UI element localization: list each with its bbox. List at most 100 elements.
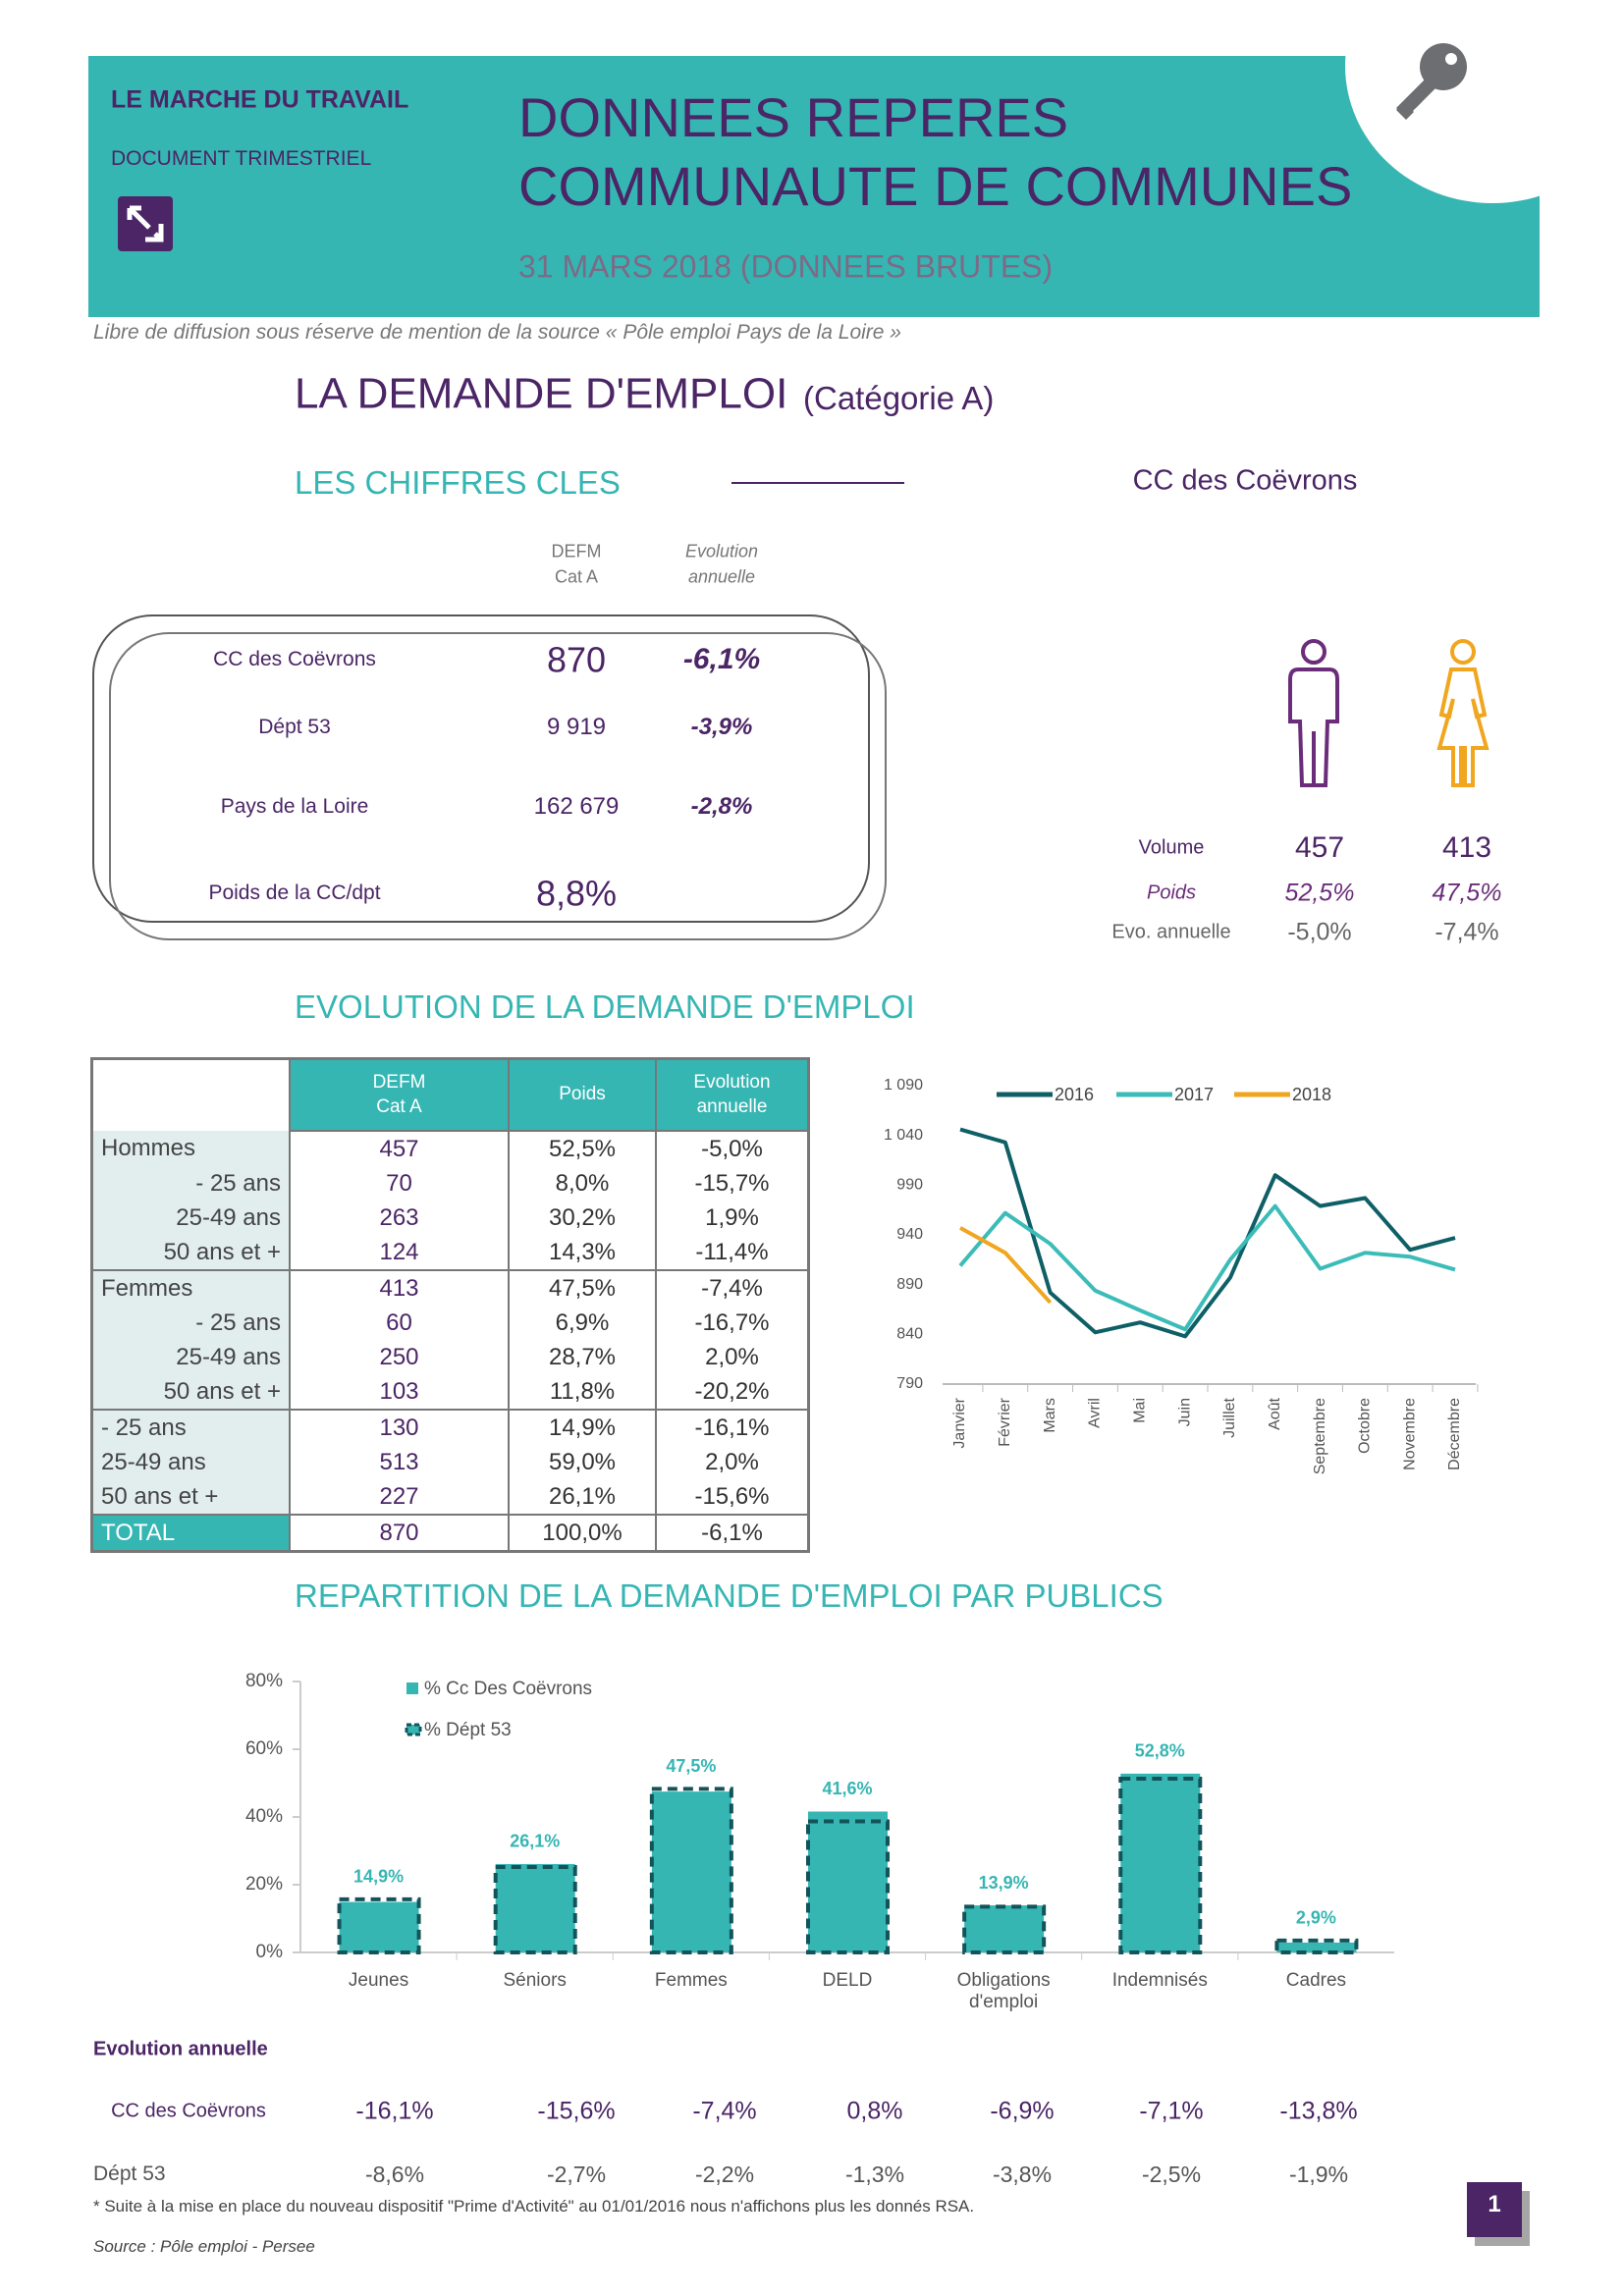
y-tick-label: 940 <box>896 1226 923 1243</box>
evolution-value: -2,5% <box>1141 2161 1202 2187</box>
row-label: 25-49 ans <box>90 1340 291 1374</box>
x-tick-label: Janvier <box>951 1397 968 1448</box>
key-icon <box>1396 43 1467 120</box>
evolution-value: -7,1% <box>1139 2097 1204 2125</box>
row-label: 50 ans et + <box>90 1374 291 1411</box>
section-title: LA DEMANDE D'EMPLOI <box>295 369 788 418</box>
x-tick-label: Obligations d'emploi <box>956 1970 1051 2012</box>
y-tick-label: 840 <box>896 1326 923 1343</box>
cell: 413 <box>289 1270 510 1306</box>
cell: 8,0% <box>508 1166 657 1201</box>
cell: 130 <box>289 1410 510 1445</box>
x-tick-label: Séniors <box>503 1970 567 1991</box>
cell: 1,9% <box>655 1201 810 1235</box>
evolution-value: -1,3% <box>844 2161 905 2187</box>
row-label: Dépt 53 <box>93 2162 166 2185</box>
cell: 14,3% <box>508 1235 657 1271</box>
line-series <box>959 1226 1053 1305</box>
table-row: - 25 ans 70 8,0% -15,7% <box>90 1166 810 1201</box>
cell: 2,0% <box>655 1340 810 1374</box>
value-label: 13,9% <box>979 1873 1029 1893</box>
x-tick-label: Avril <box>1087 1398 1104 1428</box>
row-evolution: -3,9% <box>690 714 753 741</box>
value-label: 52,8% <box>1135 1741 1185 1761</box>
x-tick-label: Octobre <box>1357 1398 1374 1454</box>
col-header: annuelle <box>687 566 756 587</box>
table-row: - 25 ans 130 14,9% -16,1% <box>90 1410 810 1445</box>
x-tick-label: Décembre <box>1446 1398 1463 1470</box>
y-tick-label: 20% <box>245 1874 283 1895</box>
evolution-table: DEFM Cat A Poids Evolution annuelle Hommes 457… <box>90 1057 810 1553</box>
woman-icon <box>1436 639 1489 787</box>
row-label: 25-49 ans <box>90 1201 291 1235</box>
row-label: 25-49 ans <box>90 1445 291 1479</box>
cell: 2,0% <box>655 1445 810 1479</box>
page-number-box <box>1467 2182 1522 2237</box>
cell: 124 <box>289 1235 510 1271</box>
y-tick-label: 990 <box>896 1177 923 1194</box>
women-value: -7,4% <box>1435 918 1499 946</box>
cell: 457 <box>289 1131 510 1166</box>
cell: 30,2% <box>508 1201 657 1235</box>
logo <box>118 196 173 251</box>
legend-swatch <box>405 1723 422 1736</box>
table-row: - 25 ans 60 6,9% -16,7% <box>90 1306 810 1340</box>
row-label: Pays de la Loire <box>220 794 369 818</box>
area-name: CC des Coëvrons <box>1132 464 1358 497</box>
x-tick-label: Jeunes <box>348 1970 409 1991</box>
bar-outline <box>493 1865 577 1955</box>
x-tick-label: Mars <box>1042 1398 1058 1433</box>
y-tick-label: 60% <box>245 1738 283 1759</box>
evolution-value: -15,6% <box>537 2097 616 2125</box>
bar-outline <box>649 1787 733 1954</box>
x-tick-label: Septembre <box>1312 1398 1328 1474</box>
row-label: CC des Coëvrons <box>111 2100 266 2122</box>
row-value: 870 <box>546 639 607 680</box>
key-box-shadow <box>109 632 887 940</box>
value-label: 26,1% <box>510 1832 560 1851</box>
x-tick-label: Indemnisés <box>1111 1970 1208 1991</box>
evolution-value: 0,8% <box>846 2097 903 2125</box>
x-tick-label: Juillet <box>1221 1397 1238 1437</box>
legend-label: 2018 <box>1292 1085 1331 1104</box>
row-label: Hommes <box>90 1131 291 1166</box>
header-row: DEFM Cat A Poids Evolution annuelle <box>92 1057 810 1132</box>
source: Source : Pôle emploi - Persee <box>93 2237 315 2257</box>
header-band <box>88 56 1540 317</box>
table-row: 25-49 ans 250 28,7% 2,0% <box>90 1340 810 1374</box>
x-tick-label: Juin <box>1176 1398 1193 1426</box>
cell: -5,0% <box>655 1131 810 1166</box>
row-label: - 25 ans <box>90 1306 291 1340</box>
bar-outline <box>962 1904 1047 1955</box>
legend-label: 2016 <box>1055 1085 1094 1104</box>
cell: 263 <box>289 1201 510 1235</box>
evolution-value: -7,4% <box>692 2097 757 2125</box>
cell: -20,2% <box>655 1374 810 1411</box>
cell: -16,7% <box>655 1306 810 1340</box>
value-label: 2,9% <box>1296 1908 1336 1928</box>
cell: -16,1% <box>655 1410 810 1445</box>
cell: 100,0% <box>508 1515 657 1553</box>
value-label: 41,6% <box>822 1779 872 1798</box>
x-tick-label: Femmes <box>654 1970 728 1991</box>
evolution-value: -3,8% <box>992 2161 1053 2187</box>
x-tick-label: Novembre <box>1401 1398 1418 1470</box>
header-text: Poids <box>559 1084 606 1105</box>
table-row: 25-49 ans 513 59,0% 2,0% <box>90 1445 810 1479</box>
value-label: 47,5% <box>666 1756 716 1776</box>
y-tick-label: 1 040 <box>884 1127 923 1144</box>
table-row: Femmes 413 47,5% -7,4% <box>90 1270 810 1306</box>
legend-swatch <box>406 1682 418 1694</box>
row-label: - 25 ans <box>90 1166 291 1201</box>
women-value: 413 <box>1441 830 1492 864</box>
bar <box>964 1905 1045 1952</box>
y-tick-label: 80% <box>245 1671 283 1691</box>
doc-type: DOCUMENT TRIMESTRIEL <box>111 146 372 170</box>
cell: 70 <box>289 1166 510 1201</box>
cell: 59,0% <box>508 1445 657 1479</box>
footnote: * Suite à la mise en place du nouveau di… <box>93 2197 975 2216</box>
row-label: CC des Coëvrons <box>213 647 376 670</box>
bar-outline <box>806 1819 890 1954</box>
